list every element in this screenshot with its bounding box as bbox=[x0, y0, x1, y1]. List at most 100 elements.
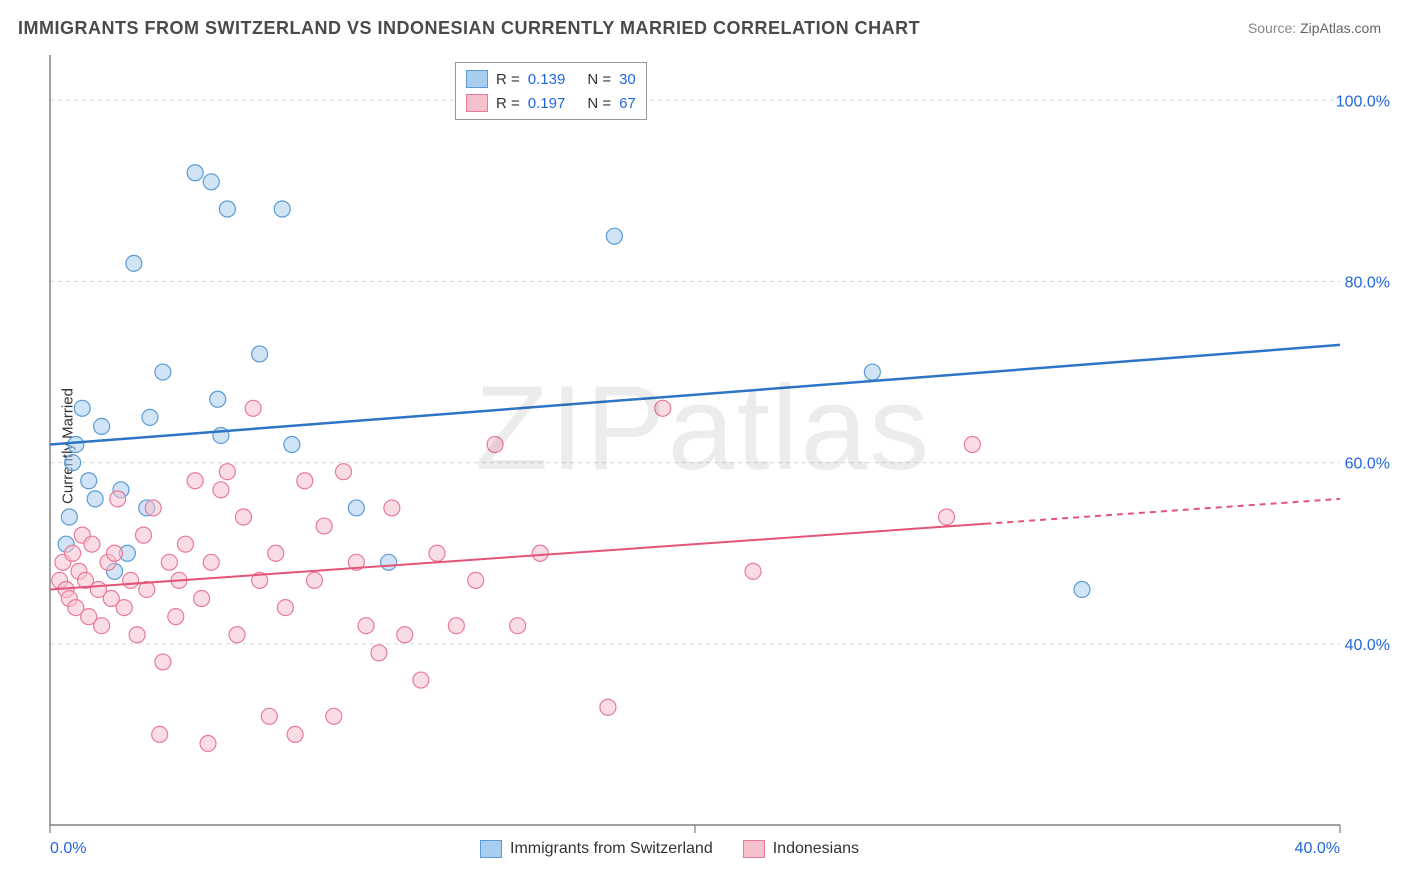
data-point bbox=[61, 509, 77, 525]
legend-swatch bbox=[743, 840, 765, 858]
data-point bbox=[358, 618, 374, 634]
data-point bbox=[252, 346, 268, 362]
data-point bbox=[200, 735, 216, 751]
data-point bbox=[335, 464, 351, 480]
data-point bbox=[210, 391, 226, 407]
data-point bbox=[655, 400, 671, 416]
y-tick-label: 60.0% bbox=[1345, 456, 1390, 473]
data-point bbox=[194, 591, 210, 607]
data-point bbox=[142, 409, 158, 425]
legend-n-label: N = bbox=[587, 71, 611, 88]
legend-n-value: 30 bbox=[619, 71, 636, 88]
trend-line-extension bbox=[985, 499, 1340, 524]
legend-n-value: 67 bbox=[619, 95, 636, 112]
data-point bbox=[384, 500, 400, 516]
data-point bbox=[203, 174, 219, 190]
data-point bbox=[487, 437, 503, 453]
data-point bbox=[1074, 581, 1090, 597]
data-point bbox=[268, 545, 284, 561]
data-point bbox=[510, 618, 526, 634]
series-name: Immigrants from Switzerland bbox=[510, 840, 713, 858]
data-point bbox=[87, 491, 103, 507]
data-point bbox=[65, 545, 81, 561]
data-point bbox=[287, 726, 303, 742]
data-point bbox=[110, 491, 126, 507]
data-point bbox=[348, 500, 364, 516]
legend-r-label: R = bbox=[496, 71, 520, 88]
data-point bbox=[277, 600, 293, 616]
data-point bbox=[68, 437, 84, 453]
legend-swatch bbox=[466, 70, 488, 88]
legend-swatch bbox=[480, 840, 502, 858]
trend-line bbox=[50, 345, 1340, 445]
data-point bbox=[213, 482, 229, 498]
data-point bbox=[297, 473, 313, 489]
data-point bbox=[168, 609, 184, 625]
legend-r-value: 0.197 bbox=[528, 95, 566, 112]
data-point bbox=[116, 600, 132, 616]
data-point bbox=[745, 563, 761, 579]
legend-swatch bbox=[466, 94, 488, 112]
data-point bbox=[219, 201, 235, 217]
data-point bbox=[284, 437, 300, 453]
data-point bbox=[155, 364, 171, 380]
data-point bbox=[606, 228, 622, 244]
data-point bbox=[123, 572, 139, 588]
data-point bbox=[145, 500, 161, 516]
y-tick-label: 40.0% bbox=[1345, 637, 1390, 654]
legend-r-value: 0.139 bbox=[528, 71, 566, 88]
legend-r-label: R = bbox=[496, 95, 520, 112]
series-name: Indonesians bbox=[773, 840, 859, 858]
data-point bbox=[65, 455, 81, 471]
series-legend-item: Indonesians bbox=[743, 840, 859, 858]
data-point bbox=[413, 672, 429, 688]
data-point bbox=[326, 708, 342, 724]
data-point bbox=[94, 418, 110, 434]
data-point bbox=[155, 654, 171, 670]
y-tick-label: 80.0% bbox=[1345, 274, 1390, 291]
data-point bbox=[161, 554, 177, 570]
data-point bbox=[964, 437, 980, 453]
data-point bbox=[84, 536, 100, 552]
data-point bbox=[245, 400, 261, 416]
chart-container: IMMIGRANTS FROM SWITZERLAND VS INDONESIA… bbox=[0, 0, 1406, 892]
data-point bbox=[381, 554, 397, 570]
data-point bbox=[126, 255, 142, 271]
x-tick-label: 40.0% bbox=[1295, 840, 1340, 857]
data-point bbox=[152, 726, 168, 742]
data-point bbox=[187, 165, 203, 181]
data-point bbox=[177, 536, 193, 552]
data-point bbox=[107, 545, 123, 561]
scatter-plot: 40.0% 60.0% 80.0% 100.0% 0.0% 40.0% bbox=[0, 0, 1406, 892]
data-point bbox=[236, 509, 252, 525]
data-point bbox=[94, 618, 110, 634]
data-point bbox=[397, 627, 413, 643]
data-point bbox=[187, 473, 203, 489]
legend-row: R = 0.139 N = 30 bbox=[466, 67, 636, 91]
data-point bbox=[371, 645, 387, 661]
data-point bbox=[81, 473, 97, 489]
data-point bbox=[219, 464, 235, 480]
data-point bbox=[939, 509, 955, 525]
data-point bbox=[274, 201, 290, 217]
data-point bbox=[136, 527, 152, 543]
data-point bbox=[532, 545, 548, 561]
legend-n-label: N = bbox=[587, 95, 611, 112]
x-tick-label: 0.0% bbox=[50, 840, 86, 857]
correlation-legend: R = 0.139 N = 30 R = 0.197 N = 67 bbox=[455, 62, 647, 120]
data-point bbox=[316, 518, 332, 534]
data-point bbox=[261, 708, 277, 724]
data-point bbox=[229, 627, 245, 643]
data-point bbox=[129, 627, 145, 643]
data-point bbox=[74, 400, 90, 416]
data-point bbox=[448, 618, 464, 634]
series-legend-item: Immigrants from Switzerland bbox=[480, 840, 713, 858]
data-point bbox=[864, 364, 880, 380]
series-legend: Immigrants from Switzerland Indonesians bbox=[480, 840, 859, 858]
data-point bbox=[600, 699, 616, 715]
data-point bbox=[306, 572, 322, 588]
data-point bbox=[429, 545, 445, 561]
trend-line bbox=[50, 524, 985, 590]
y-tick-label: 100.0% bbox=[1336, 93, 1390, 110]
data-point bbox=[468, 572, 484, 588]
